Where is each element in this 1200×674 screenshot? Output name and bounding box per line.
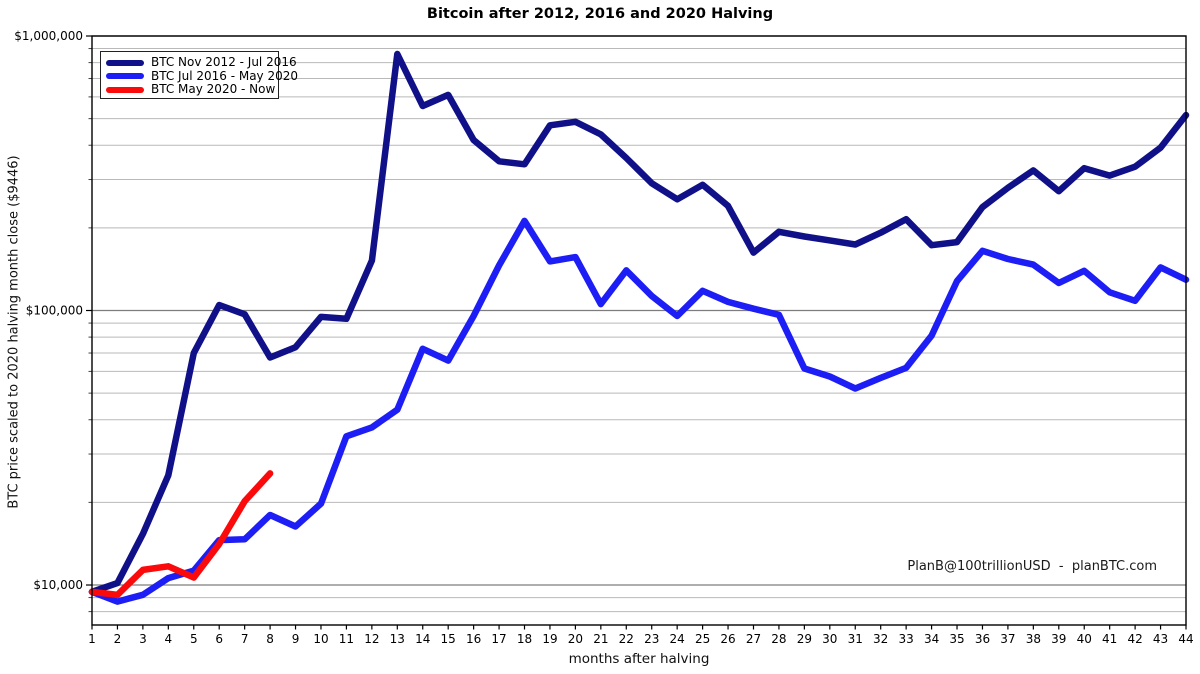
x-tick-label: 8: [266, 632, 274, 646]
x-tick-label: 30: [822, 632, 837, 646]
x-tick-label: 13: [390, 632, 405, 646]
chart-title: Bitcoin after 2012, 2016 and 2020 Halvin…: [426, 6, 774, 22]
x-tick-label: 1: [88, 632, 96, 646]
data-line-1: [88, 50, 1190, 596]
x-tick-label: 27: [746, 632, 761, 646]
x-tick-label: 32: [873, 632, 888, 646]
x-tick-label: 10: [313, 632, 328, 646]
x-tick-label: 40: [1077, 632, 1092, 646]
x-tick-label: 7: [241, 632, 249, 646]
y-tick-label: $10,000: [33, 578, 83, 592]
legend-line-swatch-2012: [106, 59, 144, 66]
x-tick-label: 9: [292, 632, 300, 646]
legend-row-2020: BTC May 2020 - Now: [106, 83, 278, 97]
data-line-3: [88, 470, 274, 599]
x-tick-label: 18: [517, 632, 532, 646]
x-axis-title: months after halving: [568, 651, 710, 667]
x-tick-label: 42: [1127, 632, 1142, 646]
legend-row-2016: BTC Jul 2016 - May 2020: [106, 69, 298, 84]
x-tick-label: 15: [441, 632, 456, 646]
x-tick-label: 41: [1102, 632, 1117, 646]
legend-line-swatch-2020: [106, 86, 144, 93]
x-tick-label: 38: [1026, 632, 1041, 646]
x-tick-label: 21: [593, 632, 608, 646]
x-tick-label: 29: [797, 632, 812, 646]
legend-label-2012: BTC Nov 2012 - Jul 2016: [151, 55, 297, 70]
legend: BTC Nov 2012 - Jul 2016 BTC Jul 2016 - M…: [100, 51, 298, 99]
x-tick-label: 19: [542, 632, 557, 646]
x-tick-label: 35: [949, 632, 964, 646]
x-tick-label: 43: [1153, 632, 1168, 646]
watermark-text: PlanB@100trillionUSD - planBTC.com: [907, 559, 1157, 574]
plot-border: [91, 35, 1187, 626]
x-tick-label: 25: [695, 632, 710, 646]
x-tick-label: 26: [720, 632, 735, 646]
x-tick-label: 24: [670, 632, 685, 646]
x-tick-label: 31: [848, 632, 863, 646]
data-line-2: [88, 217, 1190, 605]
x-tick-label: 16: [466, 632, 481, 646]
x-tick-label: 5: [190, 632, 198, 646]
legend-line-swatch-2016: [106, 73, 144, 80]
x-tick-label: 2: [114, 632, 122, 646]
x-tick-label: 14: [415, 632, 430, 646]
legend-row-2012: BTC Nov 2012 - Jul 2016: [106, 56, 297, 70]
x-tick-label: 23: [644, 632, 659, 646]
x-tick-label: 4: [165, 632, 173, 646]
legend-label-2016: BTC Jul 2016 - May 2020: [151, 68, 299, 83]
x-tick-label: 22: [619, 632, 634, 646]
x-tick-label: 20: [568, 632, 583, 646]
x-tick-label: 33: [898, 632, 913, 646]
x-tick-label: 44: [1178, 632, 1193, 646]
x-tick-label: 28: [771, 632, 786, 646]
x-tick-label: 34: [924, 632, 939, 646]
x-tick-label: 6: [215, 632, 223, 646]
x-tick-label: 11: [339, 632, 354, 646]
x-tick-label: 17: [491, 632, 506, 646]
x-tick-label: 3: [139, 632, 147, 646]
legend-label-2020: BTC May 2020 - Now: [151, 82, 276, 97]
y-tick-label: $1,000,000: [14, 29, 83, 43]
x-tick-label: 36: [975, 632, 990, 646]
x-tick-label: 37: [1000, 632, 1015, 646]
x-tick-label: 39: [1051, 632, 1066, 646]
x-tick-label: 12: [364, 632, 379, 646]
y-tick-label: $100,000: [26, 304, 83, 318]
